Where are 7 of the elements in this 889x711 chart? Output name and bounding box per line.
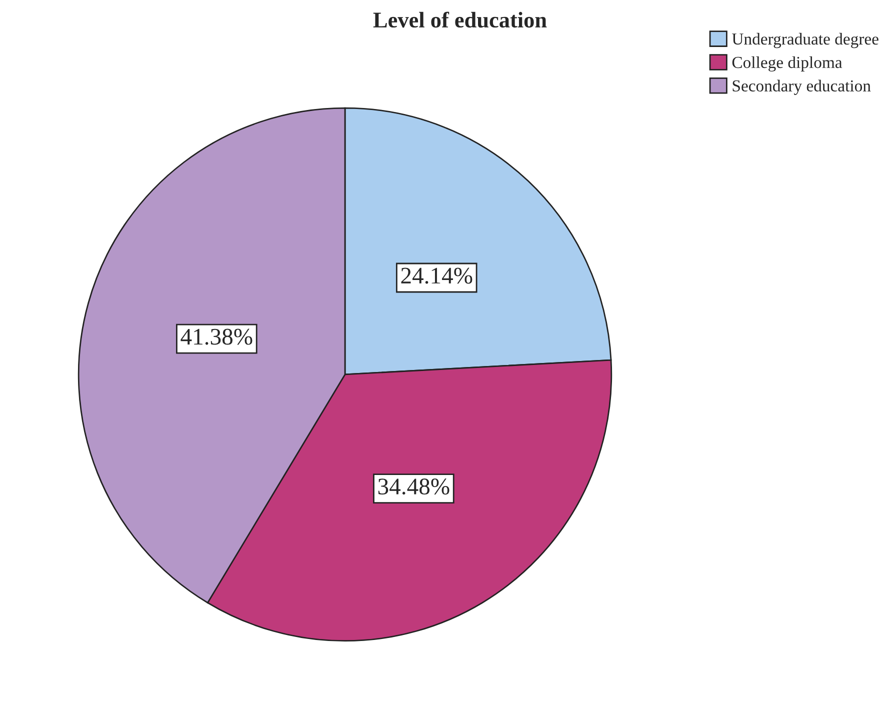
data-label: 34.48% — [378, 478, 450, 495]
legend-label: College diploma — [732, 56, 842, 72]
data-label: 24.14% — [401, 268, 472, 284]
chart-title: Level of education — [373, 12, 547, 28]
legend-label: Secondary education — [732, 80, 871, 95]
data-label: 41.38% — [180, 328, 252, 345]
legend-label: Undergraduate degree — [732, 32, 878, 48]
